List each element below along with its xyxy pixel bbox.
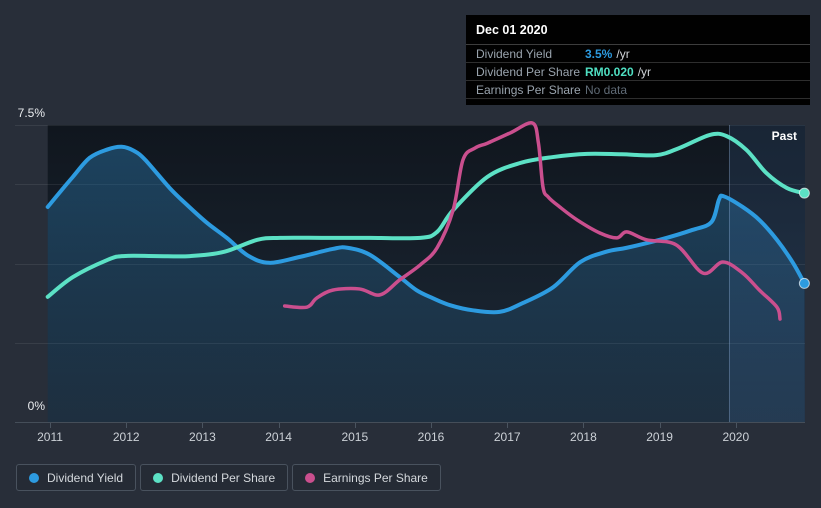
legend-item-earnings-per-share[interactable]: Earnings Per Share xyxy=(292,464,441,491)
x-axis-label: 2014 xyxy=(265,430,292,444)
x-axis-label: 2015 xyxy=(341,430,368,444)
x-axis-label: 2017 xyxy=(494,430,521,444)
legend-dot-icon xyxy=(305,472,316,483)
tooltip-date: Dec 01 2020 xyxy=(476,23,548,37)
tooltip-row: Dividend Yield 3.5%/yr xyxy=(466,44,810,62)
tooltip-row-value: 3.5% xyxy=(585,46,613,61)
line-dividend-yield[interactable] xyxy=(45,144,807,315)
x-axis-label: 2013 xyxy=(189,430,216,444)
tooltip-rows: Dividend Yield 3.5%/yr Dividend Per Share R… xyxy=(466,44,810,99)
tooltip-row-value: No data xyxy=(585,82,628,97)
x-axis-label: 2018 xyxy=(570,430,597,444)
end-dot-dividend-yield xyxy=(798,277,810,289)
tooltip-row-label: Dividend Per Share xyxy=(476,64,581,79)
tooltip-row-unit: /yr xyxy=(616,46,630,61)
tooltip-row: Dividend Per Share RM0.020/yr xyxy=(466,62,810,80)
legend-dot-icon xyxy=(153,472,164,483)
legend-item-dividend-per-share[interactable]: Dividend Per Share xyxy=(140,464,289,491)
legend-item-label: Dividend Per Share xyxy=(171,470,276,485)
line-earnings-per-share[interactable] xyxy=(282,121,782,321)
x-axis-label: 2020 xyxy=(722,430,749,444)
y-axis-label-max: 7.5% xyxy=(17,106,45,120)
end-dot-dividend-per-share xyxy=(798,187,810,199)
past-region-label: Past xyxy=(771,129,797,143)
tooltip-row: Earnings Per Share No data xyxy=(466,80,810,98)
chart-tooltip: Dec 01 2020 Dividend Yield 3.5%/yr Dividen… xyxy=(466,15,810,105)
y-axis-label-min: 0% xyxy=(27,399,45,413)
chart-legend: Dividend Yield Dividend Per Share Earnings… xyxy=(16,464,441,491)
x-axis-label: 2016 xyxy=(418,430,445,444)
legend-item-dividend-yield[interactable]: Dividend Yield xyxy=(16,464,137,491)
legend-item-label: Dividend Yield xyxy=(47,470,124,485)
tooltip-row-unit: /yr xyxy=(637,64,652,79)
area-fill-dividend-yield xyxy=(47,146,805,423)
x-axis-label: 2019 xyxy=(646,430,673,444)
x-axis-label: 2012 xyxy=(113,430,140,444)
legend-item-label: Earnings Per Share xyxy=(323,470,428,485)
legend-dot-icon xyxy=(29,472,39,483)
tooltip-row-label: Dividend Yield xyxy=(476,46,553,61)
tooltip-row-value: RM0.020 xyxy=(585,64,634,79)
tooltip-row-label: Earnings Per Share xyxy=(476,82,581,97)
x-axis-label: 2011 xyxy=(37,430,63,444)
